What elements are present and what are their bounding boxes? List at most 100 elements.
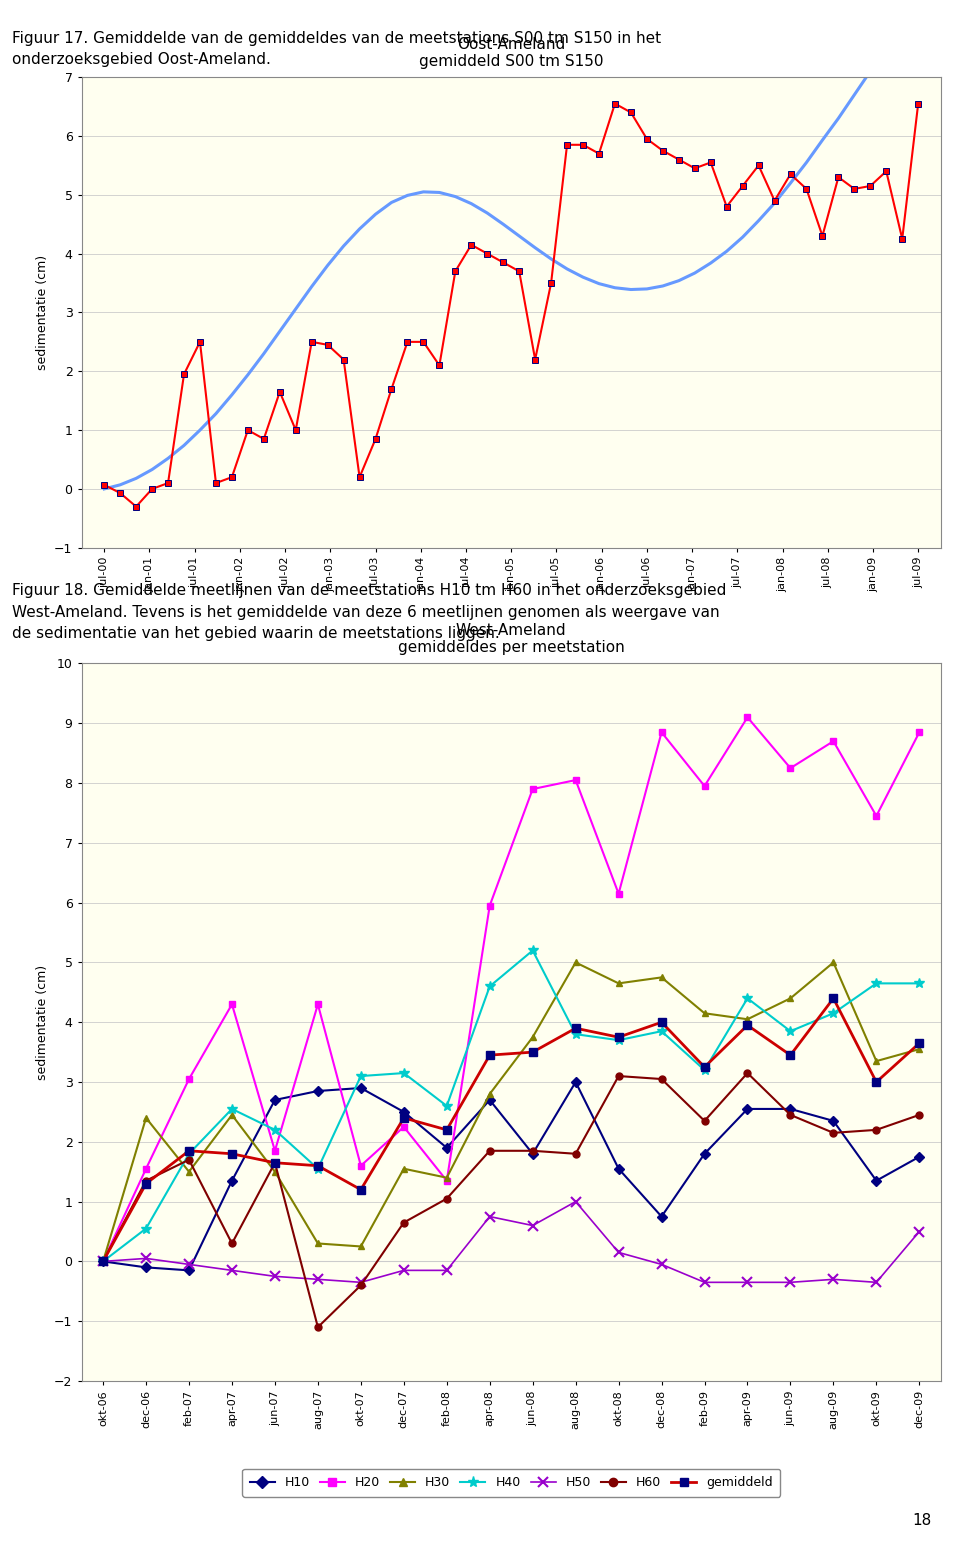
gemiddeld [527, 1043, 539, 1062]
H10 [871, 1171, 882, 1190]
H60 [484, 1142, 495, 1160]
Y-axis label: sedimentatie (cm): sedimentatie (cm) [36, 964, 49, 1080]
H40 [914, 974, 925, 992]
Legend: gemiddelde sedimentatie, Polynoom (gemiddelde sedimentatie): gemiddelde sedimentatie, Polynoom (gemid… [364, 750, 659, 801]
H30 [570, 954, 582, 972]
H20 [527, 779, 539, 798]
H10 [441, 1139, 452, 1157]
Title: West-Ameland
gemiddeldes per meetstation: West-Ameland gemiddeldes per meetstation [397, 623, 625, 656]
Line: H10: H10 [100, 1079, 923, 1275]
Text: Figuur 18. Gemiddelde meetlijnen van de meetstations H10 tm H60 in het onderzoek: Figuur 18. Gemiddelde meetlijnen van de … [12, 583, 726, 599]
H20 [656, 724, 667, 742]
H50 [398, 1261, 410, 1279]
H30 [183, 1162, 195, 1180]
H50 [140, 1250, 152, 1268]
H20 [312, 995, 324, 1014]
H50 [484, 1207, 495, 1225]
Y-axis label: sedimentatie (cm): sedimentatie (cm) [36, 255, 49, 370]
gemiddeld [784, 1046, 796, 1065]
H20 [183, 1069, 195, 1088]
H40 [441, 1097, 452, 1116]
H40 [484, 977, 495, 995]
H20 [612, 884, 624, 903]
H30 [699, 1004, 710, 1023]
H50 [183, 1254, 195, 1273]
H50 [914, 1222, 925, 1241]
gemiddeld [484, 1046, 495, 1065]
H40 [97, 1253, 108, 1271]
Text: de sedimentatie van het gebied waarin de meetstations liggen.: de sedimentatie van het gebied waarin de… [12, 626, 499, 642]
H50 [227, 1261, 238, 1279]
H30 [742, 1011, 754, 1029]
H20 [914, 724, 925, 742]
H20 [227, 995, 238, 1014]
H60 [140, 1171, 152, 1190]
H60 [612, 1066, 624, 1085]
H40 [355, 1066, 367, 1085]
H30 [914, 1040, 925, 1058]
Line: H40: H40 [98, 946, 924, 1267]
Title: Oost-Ameland
gemiddeld S00 tm S150: Oost-Ameland gemiddeld S00 tm S150 [419, 37, 604, 69]
H50 [742, 1273, 754, 1291]
H40 [527, 941, 539, 960]
H60 [97, 1253, 108, 1271]
Legend: H10, H20, H30, H40, H50, H60, gemiddeld: H10, H20, H30, H40, H50, H60, gemiddeld [242, 1469, 780, 1497]
gemiddeld [612, 1028, 624, 1046]
H20 [742, 708, 754, 727]
H50 [269, 1267, 280, 1285]
gemiddeld [742, 1015, 754, 1034]
H50 [871, 1273, 882, 1291]
H50 [570, 1193, 582, 1211]
H40 [612, 1031, 624, 1049]
H10 [570, 1072, 582, 1091]
H10 [656, 1207, 667, 1225]
H10 [699, 1145, 710, 1163]
H30 [441, 1168, 452, 1187]
gemiddeld [183, 1142, 195, 1160]
H50 [527, 1216, 539, 1234]
H40 [183, 1145, 195, 1163]
H30 [484, 1085, 495, 1103]
gemiddeld [699, 1058, 710, 1077]
H40 [398, 1063, 410, 1082]
H60 [312, 1318, 324, 1336]
gemiddeld [828, 989, 839, 1008]
H10 [784, 1100, 796, 1119]
gemiddeld [871, 1072, 882, 1091]
H50 [612, 1244, 624, 1262]
H50 [97, 1253, 108, 1271]
H10 [398, 1103, 410, 1122]
Line: H60: H60 [100, 1069, 923, 1330]
Line: H30: H30 [100, 958, 923, 1265]
H40 [227, 1100, 238, 1119]
Text: onderzoeksgebied Oost-Ameland.: onderzoeksgebied Oost-Ameland. [12, 52, 271, 68]
H20 [269, 1142, 280, 1160]
H10 [828, 1111, 839, 1129]
H30 [227, 1106, 238, 1125]
Text: 18: 18 [912, 1512, 931, 1528]
H30 [355, 1237, 367, 1256]
gemiddeld [570, 1018, 582, 1037]
H60 [398, 1213, 410, 1231]
H40 [312, 1159, 324, 1177]
H60 [183, 1151, 195, 1170]
H60 [269, 1154, 280, 1173]
H10 [312, 1082, 324, 1100]
H20 [871, 807, 882, 826]
H60 [441, 1190, 452, 1208]
H10 [269, 1091, 280, 1109]
Line: H50: H50 [98, 1197, 924, 1287]
H10 [742, 1100, 754, 1119]
H30 [140, 1108, 152, 1126]
H20 [441, 1171, 452, 1190]
H50 [699, 1273, 710, 1291]
H20 [140, 1159, 152, 1177]
H20 [784, 759, 796, 778]
gemiddeld [312, 1157, 324, 1176]
H20 [570, 772, 582, 790]
H30 [871, 1052, 882, 1071]
H30 [398, 1159, 410, 1177]
H60 [227, 1234, 238, 1253]
H20 [484, 896, 495, 915]
H30 [828, 954, 839, 972]
